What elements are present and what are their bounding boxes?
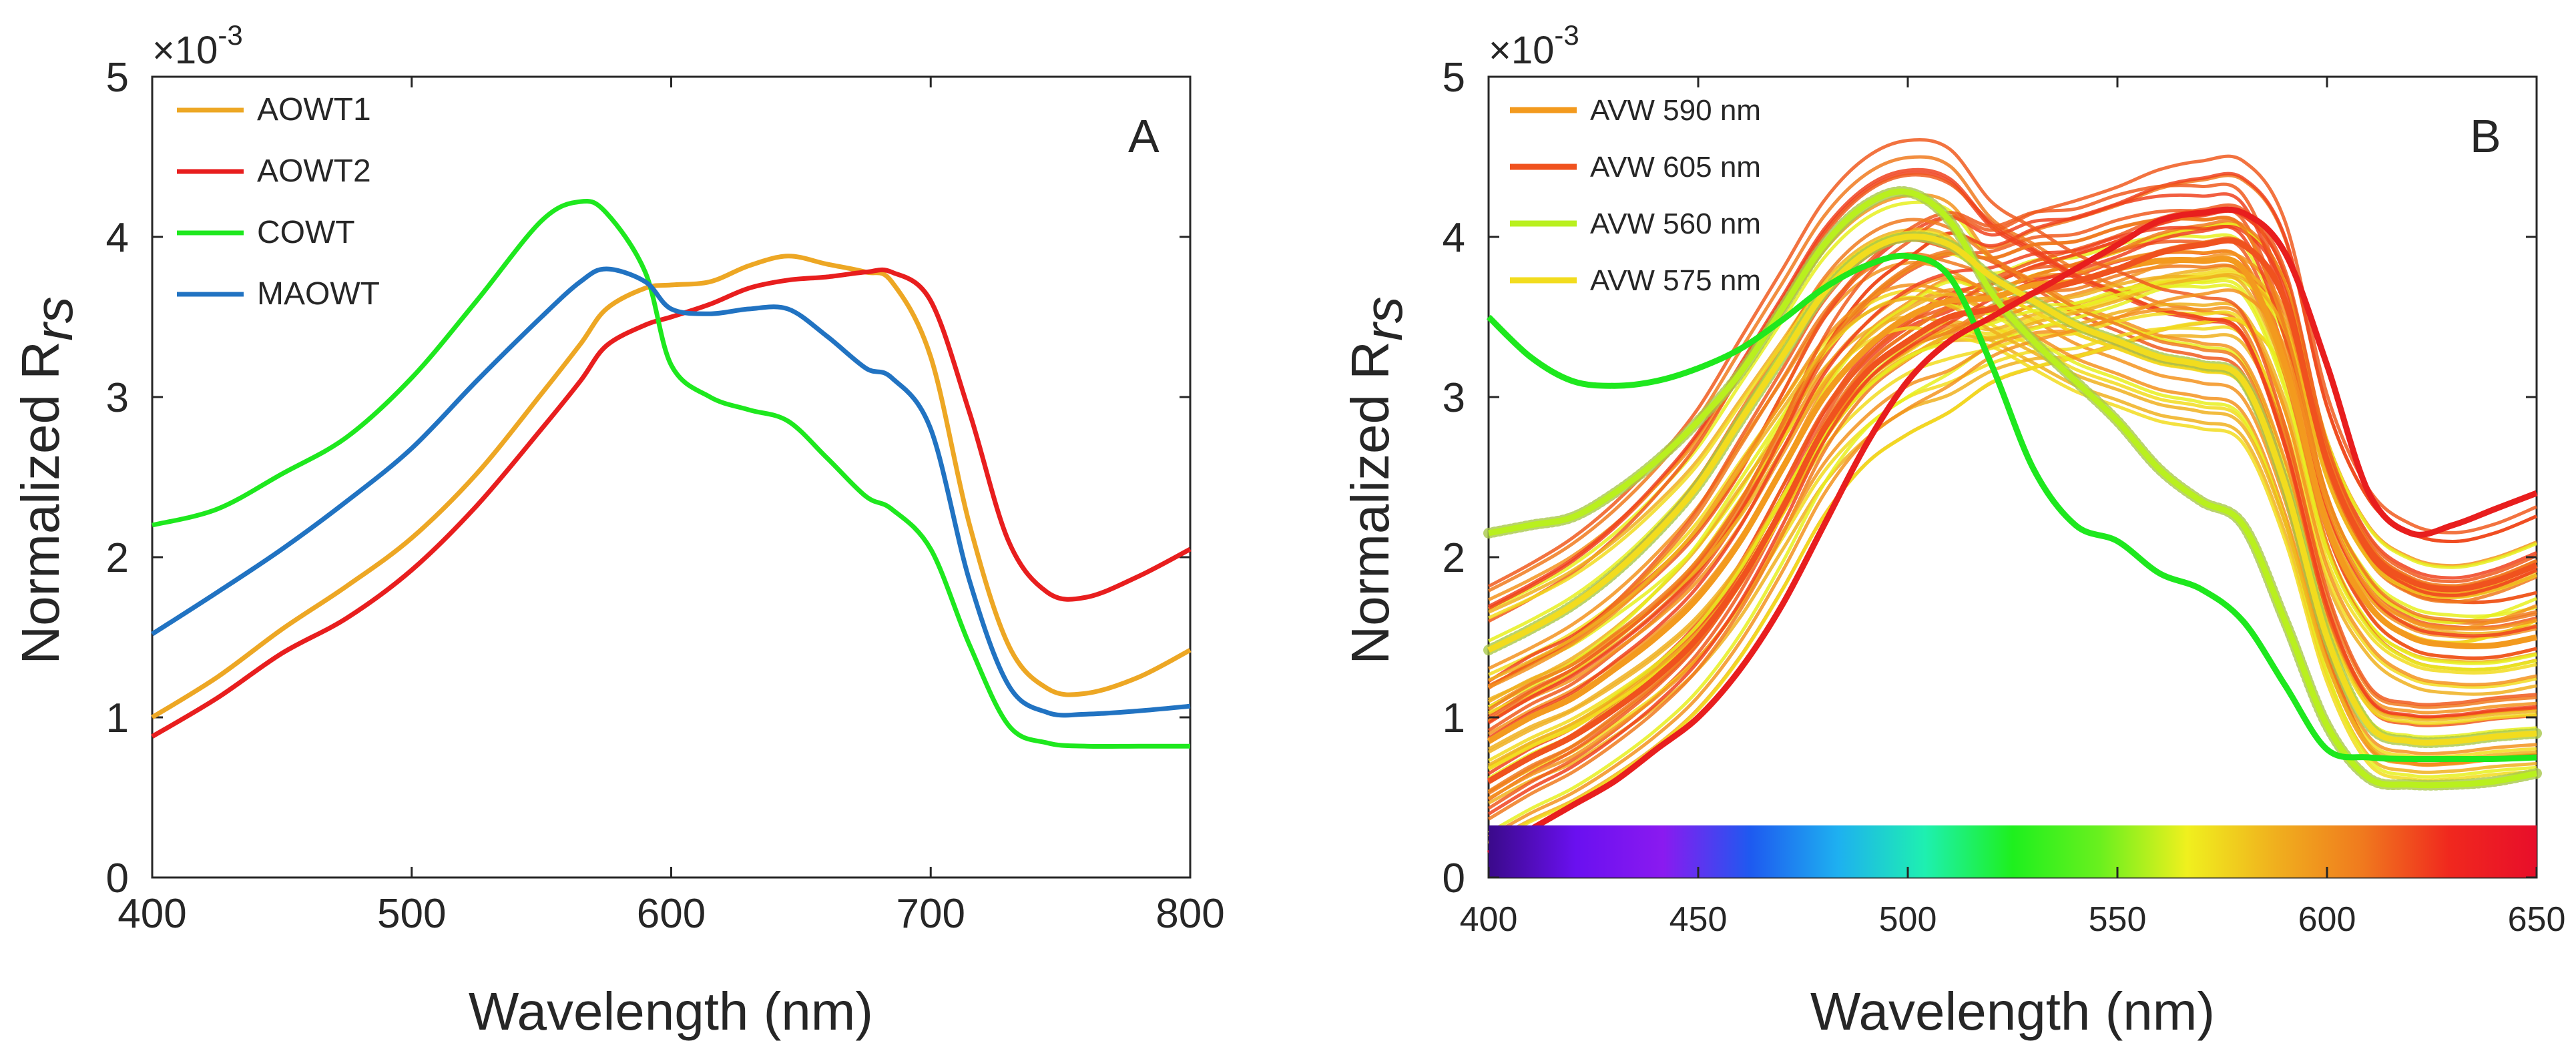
- y-tick-label: 4: [1443, 215, 1465, 261]
- x-tick-label: 400: [1460, 900, 1518, 939]
- panel-a-plot-area: [151, 75, 1192, 879]
- spectrum-line: [1487, 171, 2537, 725]
- panel-b-legend: AVW 590 nm AVW 605 nm AVW 560 nm AVW 575 nm: [1510, 94, 1761, 297]
- legend-label: AOWT1: [257, 92, 371, 127]
- y-tick-label: 4: [106, 215, 129, 261]
- spectrum-line: [1487, 154, 2537, 719]
- legend-label: AVW 560 nm: [1590, 208, 1761, 240]
- panel-a-ylabel: Normalized Rrs: [11, 296, 83, 664]
- series-line-cowt: [152, 199, 1190, 749]
- panel-a-lines: [151, 199, 1192, 749]
- spectrum-line: [1487, 333, 2537, 805]
- series-line-unlabeled-4: [1486, 252, 2537, 763]
- y-tick-label: 1: [106, 695, 129, 741]
- x-tick-label: 650: [2508, 900, 2566, 939]
- y-tick-label: 3: [1443, 375, 1465, 421]
- panel-a-axes: 400 500 600 700 800 0 1 2 3 4 5: [106, 55, 1225, 937]
- y-tick-label: 5: [106, 55, 129, 101]
- y-tick-label: 2: [1443, 535, 1465, 581]
- legend-label: AVW 590 nm: [1590, 94, 1761, 127]
- x-tick-label: 450: [1669, 900, 1728, 939]
- spectrum-line: [1487, 225, 2537, 740]
- y-tick-label: 0: [106, 855, 129, 902]
- x-tick-label: 600: [637, 891, 706, 937]
- panel-a-xlabel: Wavelength (nm): [469, 982, 873, 1041]
- wavelength-color-bar: [1489, 825, 2537, 877]
- panel-a: 400 500 600 700 800 0 1 2 3 4 5 AOWT1 AOWT2 COWT MAOW…: [11, 19, 1225, 1041]
- y-tick-label: 0: [1443, 855, 1465, 902]
- y-tick-label: 3: [106, 375, 129, 421]
- series-line-aowt1: [151, 254, 1192, 719]
- spectrum-line: [1487, 173, 2537, 727]
- legend-label: COWT: [257, 215, 355, 250]
- spectrum-line: [1487, 216, 2537, 711]
- spectrum-line: [1487, 272, 2537, 767]
- panel-a-exponent: ×10-3: [152, 19, 243, 72]
- spectrum-line: [1487, 306, 2537, 800]
- spectrum-line: [1487, 238, 2537, 783]
- panel-b-color-bar: [1489, 825, 2537, 877]
- panel-a-label: A: [1128, 110, 1160, 162]
- legend-label: AVW 605 nm: [1590, 151, 1761, 184]
- x-tick-label: 700: [896, 891, 965, 937]
- x-tick-label: 600: [2298, 900, 2356, 939]
- legend-label: AVW 575 nm: [1590, 264, 1761, 297]
- spectrum-line: [1487, 288, 2537, 838]
- x-tick-label: 500: [377, 891, 446, 937]
- series-line-avw-560-nm: [1488, 188, 2537, 789]
- panel-b-axes: 400 450 500 550 600 650 0 1 2 3 4 5: [1443, 55, 2566, 939]
- x-tick-label: 800: [1155, 891, 1224, 937]
- y-tick-label: 1: [1443, 695, 1465, 741]
- panel-b-ylabel: Normalized Rrs: [1340, 296, 1413, 664]
- spectrum-line: [1487, 296, 2537, 763]
- panel-b-lines: [1483, 137, 2542, 856]
- series-line-unlabeled-5: [1487, 206, 2538, 856]
- y-tick-label: 5: [1443, 55, 1465, 101]
- legend-label: MAOWT: [257, 276, 380, 312]
- x-tick-label: 400: [117, 891, 186, 937]
- legend-label: AOWT2: [257, 153, 371, 189]
- x-tick-label: 500: [1879, 900, 1937, 939]
- panel-b: 400 450 500 550 600 650 0 1 2 3 4 5 AVW 590 nm AVW 6…: [1340, 19, 2565, 1041]
- panel-a-legend: AOWT1 AOWT2 COWT MAOWT: [177, 92, 380, 312]
- panel-b-xlabel: Wavelength (nm): [1810, 982, 2215, 1041]
- panel-b-exponent: ×10-3: [1489, 19, 1579, 72]
- series-line-maowt: [151, 266, 1191, 718]
- series-line-aowt2: [151, 267, 1192, 739]
- spectrum-line: [1487, 167, 2537, 719]
- panel-b-label: B: [2470, 110, 2501, 162]
- spectrum-line: [1487, 203, 2537, 801]
- x-tick-label: 550: [2089, 900, 2147, 939]
- y-tick-label: 2: [106, 535, 129, 581]
